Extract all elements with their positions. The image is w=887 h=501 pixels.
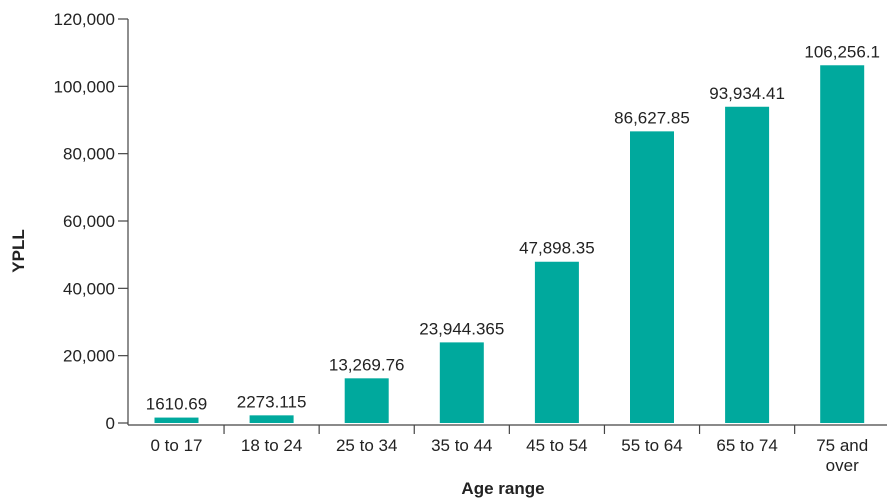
bar-value-label: 106,256.1 <box>804 42 880 61</box>
y-tick-label: 120,000 <box>54 10 115 29</box>
x-tick-label: 55 to 64 <box>621 436 682 455</box>
bar <box>534 261 579 423</box>
y-tick-label: 80,000 <box>63 145 115 164</box>
x-axis-title: Age range <box>461 479 544 498</box>
bar <box>154 417 199 423</box>
y-tick-label: 60,000 <box>63 212 115 231</box>
x-tick-label: 25 to 34 <box>336 436 397 455</box>
bar-value-label: 86,627.85 <box>614 108 690 127</box>
x-tick-label: 75 and over <box>816 436 868 475</box>
y-axis-title: YPLL <box>9 229 28 272</box>
y-tick-label: 40,000 <box>63 279 115 298</box>
bar-value-label: 93,934.41 <box>709 84 785 103</box>
bar-value-label: 1610.69 <box>146 395 207 414</box>
bar-value-label: 2273.115 <box>237 392 307 411</box>
x-tick-label: 65 to 74 <box>716 436 777 455</box>
y-axis: 0 20,000 40,000 60,000 80,000 100,000 120,000 <box>54 10 129 433</box>
x-tick-label: 45 to 54 <box>526 436 587 455</box>
x-axis: 0 to 17 18 to 24 25 to 34 35 to 44 45 to 54 5… <box>128 424 887 475</box>
bar-value-label: 23,944.365 <box>419 319 504 338</box>
bars-group <box>154 65 865 424</box>
y-tick-label: 20,000 <box>63 347 115 366</box>
x-tick-label: 18 to 24 <box>241 436 302 455</box>
bar <box>630 131 674 423</box>
bar <box>820 65 865 424</box>
bar <box>725 106 770 423</box>
y-tick-label: 100,000 <box>54 77 115 96</box>
data-labels-group: 1610.69 2273.115 13,269.76 23,944.365 47,898… <box>146 42 880 413</box>
bar-value-label: 47,898.35 <box>519 239 595 258</box>
bar-value-label: 13,269.76 <box>329 355 405 374</box>
bar <box>344 378 389 423</box>
y-tick-label: 0 <box>106 414 115 433</box>
x-tick-label: 0 to 17 <box>151 436 203 455</box>
bar <box>439 342 484 423</box>
bar <box>249 415 294 423</box>
x-tick-label: 35 to 44 <box>431 436 492 455</box>
